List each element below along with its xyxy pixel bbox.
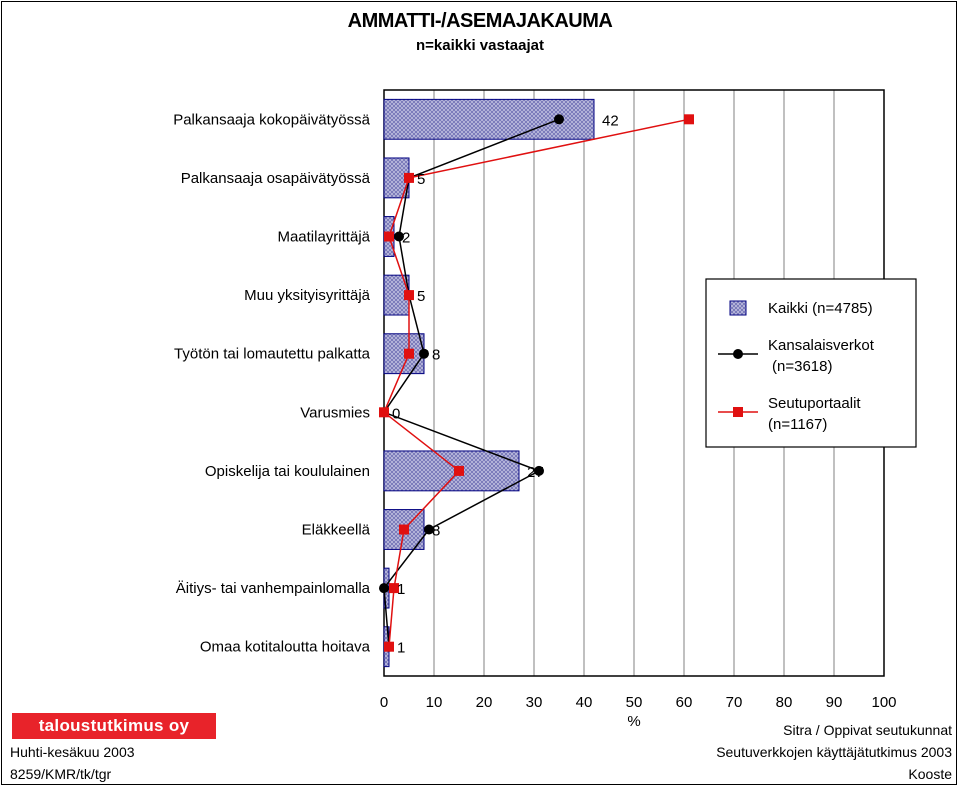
x-tick-label: 90 — [826, 694, 843, 711]
footer-report-type: Kooste — [908, 766, 952, 782]
company-logo: taloustutkimus oy — [12, 713, 216, 739]
legend-label: Kansalaisverkot — [768, 337, 875, 354]
chart-title: AMMATTI-/ASEMAJAKAUMA — [347, 10, 613, 32]
x-tick-label: 40 — [576, 694, 593, 711]
category-label: Palkansaaja kokopäivätyössä — [173, 111, 370, 128]
data-point — [379, 583, 389, 594]
data-point — [554, 114, 564, 125]
data-point — [379, 407, 389, 418]
data-point — [534, 465, 544, 476]
x-tick-label: 60 — [676, 694, 693, 711]
x-tick-label: 100 — [871, 694, 896, 711]
chart-subtitle: n=kaikki vastaajat — [415, 37, 544, 54]
bar-data-label: 42 — [602, 112, 619, 129]
data-point — [404, 172, 414, 183]
bar-data-label: 5 — [417, 171, 425, 188]
data-point — [389, 583, 399, 594]
data-point — [424, 524, 434, 535]
bar-data-label: 8 — [432, 347, 440, 364]
bar-data-label: 5 — [417, 288, 425, 305]
x-tick-label: 0 — [380, 694, 388, 711]
footer-reference: 8259/KMR/tk/tgr — [10, 766, 112, 782]
bar-data-label: 2 — [402, 230, 410, 247]
series-line — [382, 118, 560, 647]
x-tick-label: 50 — [626, 694, 643, 711]
data-point — [684, 114, 694, 125]
bar — [383, 450, 520, 492]
category-label: Äitiys- tai vanhempainlomalla — [176, 580, 371, 597]
x-axis-label: % — [627, 713, 640, 730]
category-label: Työtön tai lomautettu palkatta — [174, 346, 371, 363]
legend-marker — [733, 349, 743, 359]
legend-label: Kaikki (n=4785) — [768, 300, 873, 317]
footer-date: Huhti-kesäkuu 2003 — [10, 744, 135, 760]
bar-data-label: 27 — [527, 464, 544, 481]
legend-label: (n=1167) — [768, 416, 827, 433]
data-point — [404, 348, 414, 359]
x-tick-label: 20 — [476, 694, 493, 711]
bar-data-label: 0 — [392, 405, 400, 422]
category-label: Opiskelija tai koululainen — [205, 463, 370, 480]
x-tick-label: 70 — [726, 694, 743, 711]
data-point — [394, 231, 404, 242]
data-point — [404, 290, 414, 301]
series-line — [383, 118, 690, 647]
category-label: Muu yksityisyrittäjä — [244, 287, 371, 304]
data-point — [384, 641, 394, 652]
legend-swatch — [729, 300, 747, 316]
footer-study: Seutuverkkojen käyttäjätutkimus 2003 — [716, 744, 952, 760]
x-tick-label: 10 — [426, 694, 443, 711]
bar-data-label: 1 — [397, 640, 405, 657]
bar-data-label: 8 — [432, 523, 440, 540]
category-label: Varusmies — [300, 404, 370, 421]
category-label: Eläkkeellä — [302, 522, 371, 539]
data-point — [419, 348, 429, 359]
category-label: Omaa kotitaloutta hoitava — [200, 639, 371, 656]
category-label: Palkansaaja osapäivätyössä — [181, 170, 371, 187]
data-point — [399, 524, 409, 535]
data-point — [454, 465, 464, 476]
legend-label: (n=3618) — [772, 358, 832, 375]
legend-marker — [733, 407, 743, 417]
x-tick-label: 30 — [526, 694, 543, 711]
footer-client: Sitra / Oppivat seutukunnat — [783, 722, 952, 738]
category-label: Maatilayrittäjä — [277, 229, 370, 246]
x-tick-label: 80 — [776, 694, 793, 711]
legend-label: Seutuportaalit — [768, 395, 861, 412]
data-point — [384, 231, 394, 242]
bar-data-label: 1 — [397, 581, 405, 598]
